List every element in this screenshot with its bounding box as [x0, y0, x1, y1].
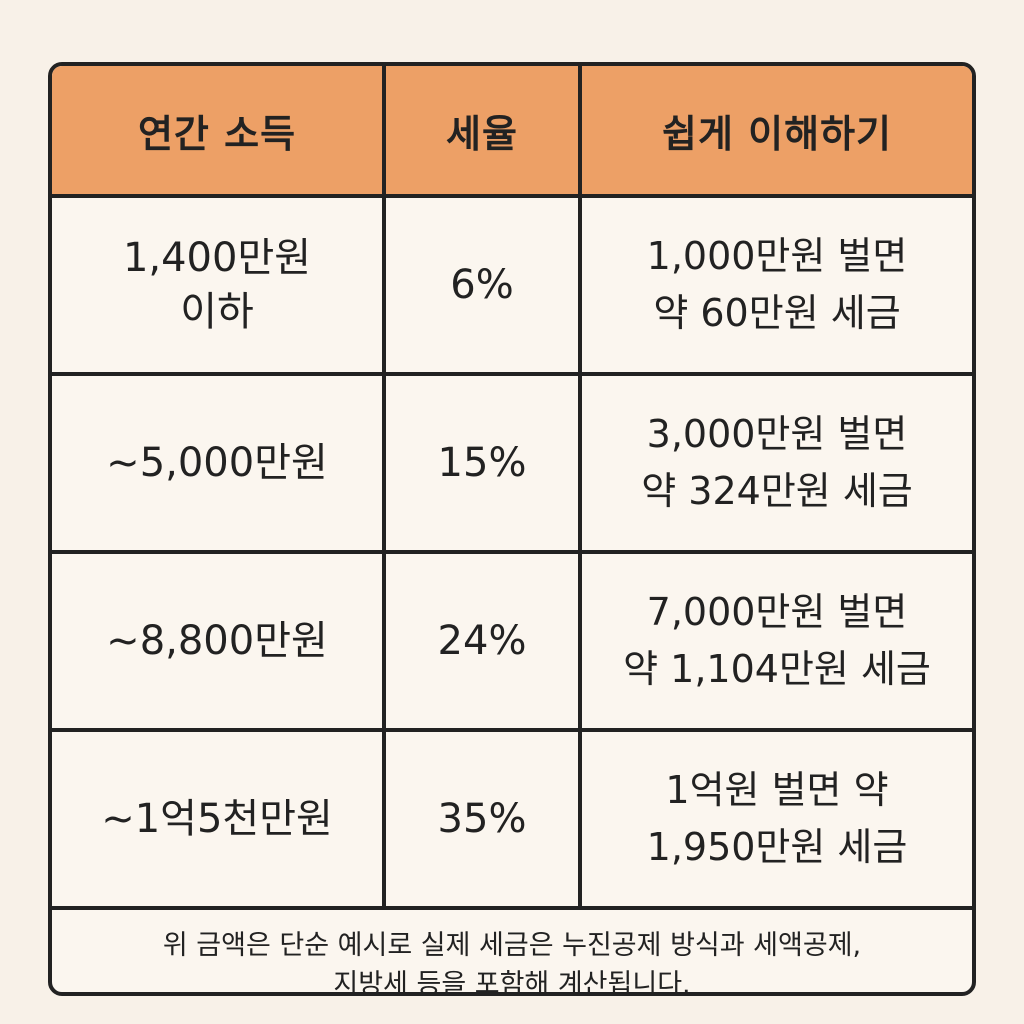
rate-cell: 6% — [386, 198, 582, 372]
income-cell: ~8,800만원 — [52, 554, 386, 728]
rate-cell: 24% — [386, 554, 582, 728]
income-cell: ~1억5천만원 — [52, 732, 386, 906]
income-cell: ~5,000만원 — [52, 376, 386, 550]
header-explain: 쉽게 이해하기 — [662, 111, 892, 156]
footnote: 위 금액은 단순 예시로 실제 세금은 누진공제 방식과 세액공제, 지방세 등… — [162, 929, 862, 996]
rate-cell: 15% — [386, 376, 582, 550]
rate-cell: 35% — [386, 732, 582, 906]
table-row: 1,400만원 이하 6% 1,000만원 벌면 약 60만원 세금 — [52, 198, 972, 376]
header-rate: 세율 — [386, 66, 582, 194]
header-income: 연간 소득 — [52, 66, 386, 194]
explain-cell: 1,000만원 벌면 약 60만원 세금 — [646, 234, 908, 335]
income-cell: 1,400만원 이하 — [52, 198, 386, 372]
explain-cell: 1억원 벌면 약 1,950만원 세금 — [646, 768, 908, 869]
tax-rate-table: 연간 소득 세율 쉽게 이해하기 1,400만원 이하 6% 1,000만원 벌… — [48, 62, 976, 996]
table-row: ~8,800만원 24% 7,000만원 벌면 약 1,104만원 세금 — [52, 554, 972, 732]
explain-cell: 7,000만원 벌면 약 1,104만원 세금 — [623, 590, 931, 691]
table-row: ~5,000만원 15% 3,000만원 벌면 약 324만원 세금 — [52, 376, 972, 554]
explain-cell: 3,000만원 벌면 약 324만원 세금 — [641, 412, 913, 513]
table-header-row: 연간 소득 세율 쉽게 이해하기 — [52, 66, 972, 198]
table-row: ~1억5천만원 35% 1억원 벌면 약 1,950만원 세금 — [52, 732, 972, 910]
